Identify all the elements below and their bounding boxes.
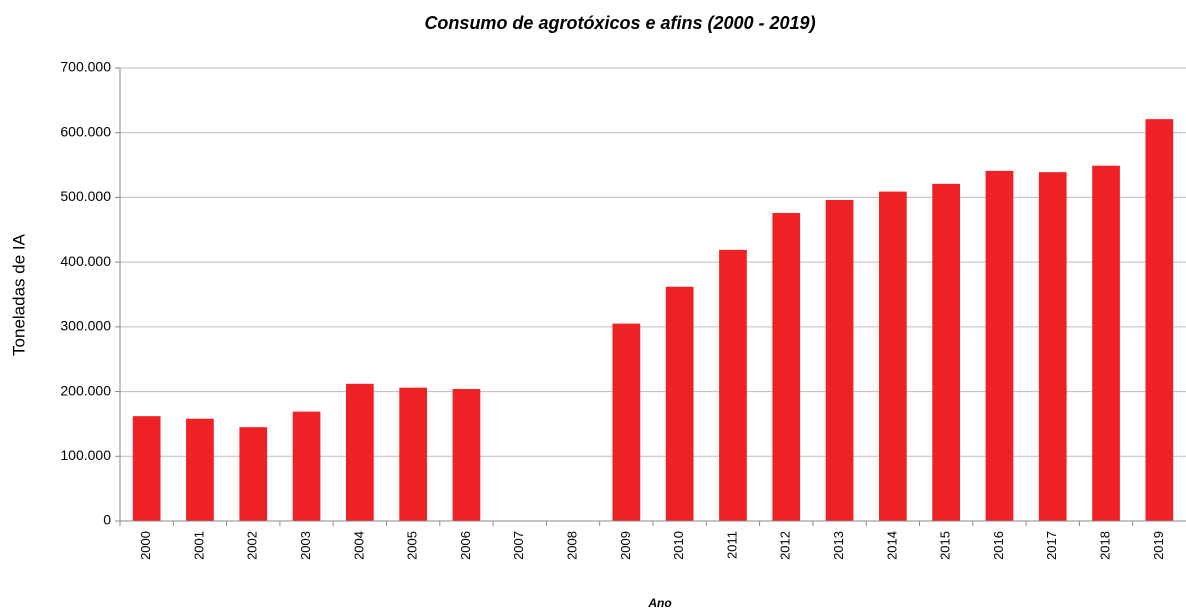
- bar: [1145, 119, 1174, 522]
- bar: [399, 387, 428, 521]
- y-tick-label: 200.000: [60, 382, 111, 398]
- x-tick-label: 2014: [884, 531, 899, 560]
- x-tick-label: 2006: [458, 531, 473, 560]
- y-tick-label: 500.000: [60, 188, 111, 204]
- x-tick-label: 2017: [1044, 531, 1059, 560]
- bar: [612, 323, 641, 521]
- bar: [239, 427, 268, 521]
- bar: [825, 200, 854, 521]
- x-tick-label: 2015: [938, 531, 953, 560]
- bar: [452, 388, 481, 521]
- bar: [132, 416, 161, 521]
- bar: [292, 411, 321, 521]
- bar: [985, 170, 1014, 521]
- x-tick-label: 2001: [191, 531, 206, 560]
- x-tick-label: 2003: [298, 531, 313, 560]
- x-tick-label: 2019: [1151, 531, 1166, 560]
- y-tick-label: 0: [103, 512, 111, 528]
- x-tick-label: 2007: [511, 531, 526, 560]
- x-tick-label: 2004: [351, 531, 366, 560]
- bar: [1092, 165, 1120, 521]
- x-axis-label: Ano: [647, 596, 671, 610]
- y-tick-label: 400.000: [60, 253, 111, 269]
- x-tick-label: 2000: [138, 531, 153, 560]
- bar: [1038, 172, 1067, 521]
- bar: [719, 249, 747, 521]
- y-tick-label: 700.000: [60, 59, 111, 75]
- x-tick-label: 2002: [245, 531, 260, 560]
- x-tick-label: 2013: [831, 531, 846, 560]
- y-tick-label: 600.000: [60, 123, 111, 139]
- bar: [345, 383, 374, 521]
- x-tick-label: 2011: [724, 531, 739, 559]
- x-tick-label: 2009: [618, 531, 633, 560]
- x-tick-label: 2018: [1097, 531, 1112, 560]
- y-tick-label: 300.000: [60, 318, 111, 334]
- bar: [932, 183, 961, 522]
- x-tick-label: 2008: [564, 531, 579, 560]
- bar: [186, 418, 214, 521]
- x-tick-label: 2016: [991, 531, 1006, 560]
- x-tick-label: 2005: [405, 531, 420, 560]
- y-tick-label: 100.000: [60, 447, 111, 463]
- chart-title: Consumo de agrotóxicos e afins (2000 - 2…: [424, 13, 815, 33]
- y-axis-label: Toneladas de IA: [9, 233, 28, 356]
- bar: [878, 191, 907, 521]
- bar: [772, 212, 801, 521]
- x-tick-label: 2012: [778, 531, 793, 560]
- x-tick-label: 2010: [671, 531, 686, 560]
- bar: [665, 286, 694, 521]
